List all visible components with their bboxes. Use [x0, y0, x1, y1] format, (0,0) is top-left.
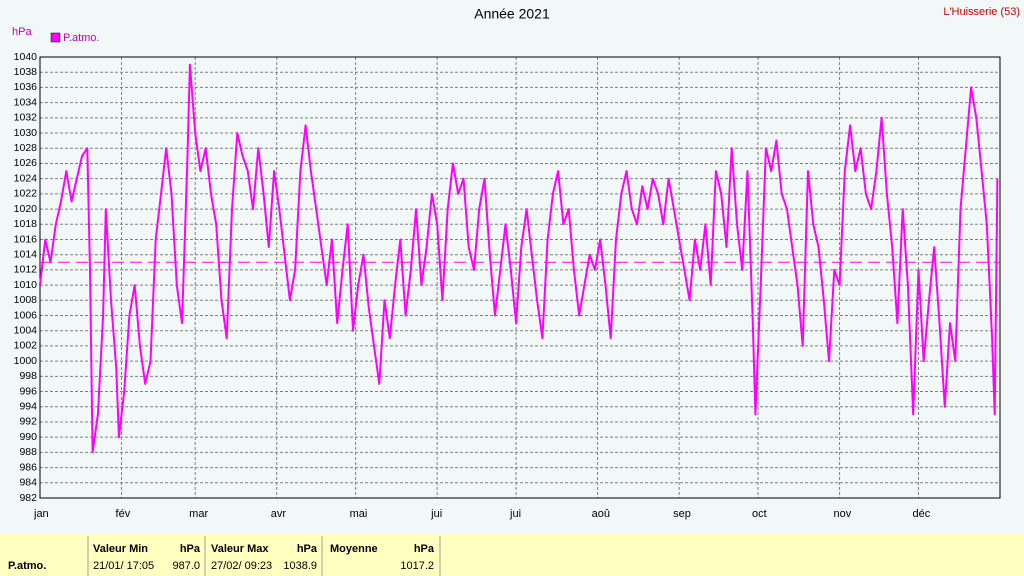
y-tick-label: 1008 [14, 294, 38, 306]
y-tick-label: 996 [19, 385, 37, 397]
y-tick-label: 1006 [14, 309, 38, 321]
x-tick-label: mar [189, 508, 208, 520]
stats-unit: hPa [414, 543, 435, 555]
y-tick-label: 1036 [14, 81, 38, 93]
y-tick-label: 1010 [14, 279, 38, 291]
legend-label: P.atmo. [63, 32, 100, 44]
y-tick-label: 1028 [14, 142, 38, 154]
y-tick-label: 1034 [14, 96, 38, 108]
y-tick-label: 1030 [14, 127, 38, 139]
y-tick-label: 1000 [14, 355, 38, 367]
stats-value: 1017.2 [400, 560, 434, 572]
x-tick-label: avr [271, 508, 287, 520]
y-tick-label: 1020 [14, 203, 38, 215]
x-tick-label: jui [430, 508, 442, 520]
y-tick-label: 984 [19, 477, 37, 489]
y-tick-label: 1026 [14, 157, 38, 169]
y-tick-label: 992 [19, 416, 37, 428]
y-tick-label: 988 [19, 446, 37, 458]
x-tick-label: aoû [592, 508, 610, 520]
y-tick-label: 1032 [14, 112, 38, 124]
stats-date: 21/01/ 17:05 [93, 560, 154, 572]
y-tick-label: 1040 [14, 51, 38, 63]
y-tick-label: 1002 [14, 340, 38, 352]
y-tick-label: 1022 [14, 188, 38, 200]
stats-heading: Valeur Max [211, 543, 269, 555]
stats-series: P.atmo. [8, 560, 46, 572]
stats-heading: Moyenne [330, 543, 378, 555]
x-tick-label: sep [673, 508, 691, 520]
y-tick-label: 990 [19, 431, 37, 443]
stats-unit: hPa [180, 543, 201, 555]
y-tick-label: 998 [19, 370, 37, 382]
y-tick-label: 1004 [14, 325, 38, 337]
data-line [39, 63, 999, 454]
y-tick-label: 1016 [14, 233, 38, 245]
x-tick-label: fév [116, 508, 131, 520]
x-tick-label: jui [509, 508, 521, 520]
stats-unit: hPa [297, 543, 318, 555]
y-tick-label: 982 [19, 492, 37, 504]
x-tick-label: jan [33, 508, 49, 520]
y-tick-label: 1038 [14, 66, 38, 78]
stats-heading: Valeur Min [93, 543, 148, 555]
chart-title: Année 2021 [474, 6, 550, 22]
y-tick-label: 1018 [14, 218, 38, 230]
stats-value: 987.0 [172, 560, 200, 572]
x-tick-label: mai [350, 508, 368, 520]
y-tick-label: 1014 [14, 248, 38, 260]
y-tick-label: 1024 [14, 172, 38, 184]
y-tick-label: 994 [19, 401, 37, 413]
x-tick-label: déc [912, 508, 930, 520]
stats-value: 1038.9 [283, 560, 317, 572]
x-tick-label: oct [752, 508, 767, 520]
location: L'Huisserie (53) [943, 6, 1020, 18]
stats-date: 27/02/ 09:23 [211, 560, 272, 572]
x-tick-label: nov [834, 508, 852, 520]
legend-swatch [50, 32, 61, 43]
stats-panel [0, 533, 1024, 576]
y-tick-label: 986 [19, 461, 37, 473]
y-tick-label: 1012 [14, 264, 38, 276]
y-axis-label: hPa [12, 26, 32, 38]
